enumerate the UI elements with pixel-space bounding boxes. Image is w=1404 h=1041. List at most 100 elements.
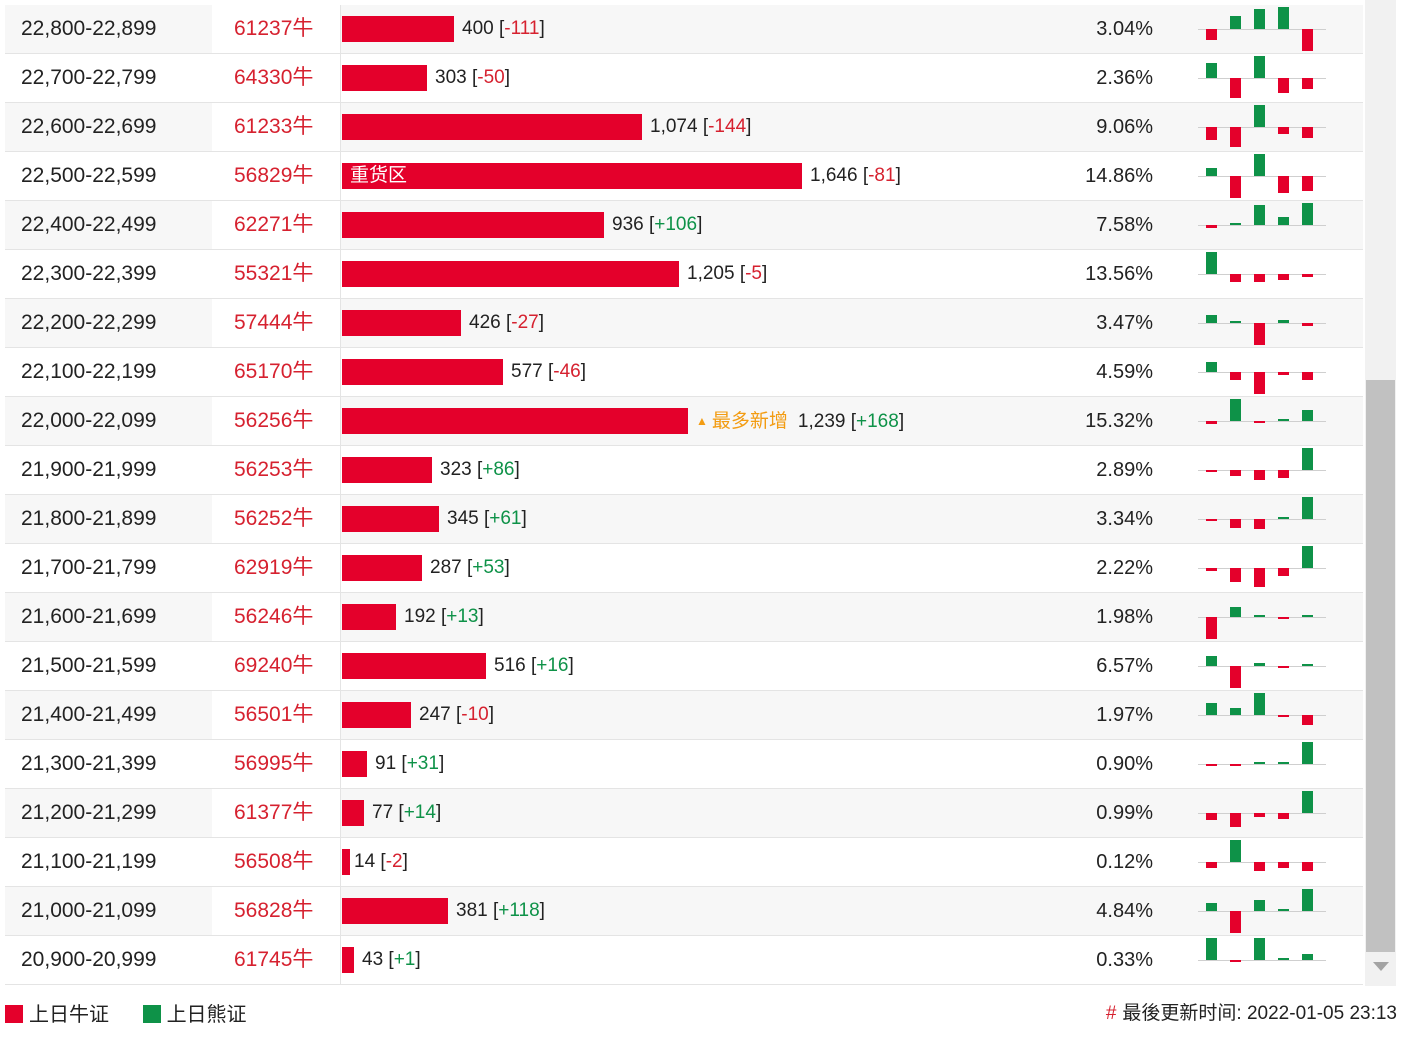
vertical-scrollbar[interactable] [1365, 0, 1396, 986]
sparkline-bar [1206, 63, 1217, 78]
column-divider [340, 544, 341, 592]
percentage: 3.47% [1096, 312, 1153, 334]
volume-change: +16 [536, 655, 569, 676]
sparkline-bar [1278, 320, 1289, 323]
strike-range: 21,600-21,699 [21, 605, 157, 628]
cbbc-code-link[interactable]: 65170牛 [234, 360, 314, 383]
column-divider [340, 348, 341, 396]
column-divider [340, 789, 341, 837]
sparkline-bar [1206, 764, 1217, 766]
table-row: 22,600-22,699 61233牛 1,074 [-144] 9.06% [5, 103, 1363, 152]
sparkline-baseline [1198, 29, 1326, 30]
cbbc-code-link[interactable]: 56828牛 [234, 899, 314, 922]
cbbc-code-link[interactable]: 56501牛 [234, 703, 314, 726]
change-sparkline [1198, 54, 1326, 102]
volume-info: 91 [+31] [375, 753, 445, 774]
cbbc-code-link[interactable]: 69240牛 [234, 654, 314, 677]
cbbc-code-link[interactable]: 61233牛 [234, 115, 314, 138]
cbbc-code-link[interactable]: 61377牛 [234, 801, 314, 824]
last-updated-time: 2022-01-05 23:13 [1246, 1003, 1397, 1024]
sparkline-bar [1302, 323, 1313, 326]
table-row: 22,300-22,399 55321牛 1,205 [-5] 13.56% [5, 250, 1363, 299]
sparkline-baseline [1198, 960, 1326, 961]
sparkline-bar [1254, 519, 1265, 529]
table-row: 22,800-22,899 61237牛 400 [-111] 3.04% [5, 5, 1363, 54]
cbbc-code-link[interactable]: 56253牛 [234, 458, 314, 481]
sparkline-bar [1254, 9, 1265, 29]
sparkline-bar [1278, 78, 1289, 93]
volume-bar [342, 310, 461, 336]
volume-bar [342, 947, 354, 973]
code-cell-bg [212, 593, 340, 641]
column-divider [340, 397, 341, 445]
volume-change: +86 [482, 459, 515, 480]
cbbc-code-link[interactable]: 62271牛 [234, 213, 314, 236]
sparkline-bar [1230, 960, 1241, 962]
table-row: 22,500-22,599 56829牛 重货区 1,646 [-81] 14.86% [5, 152, 1363, 201]
sparkline-bar [1278, 762, 1289, 764]
volume-info: 1,074 [-144] [650, 116, 752, 137]
sparkline-bar [1278, 958, 1289, 960]
strike-range: 22,700-22,799 [21, 66, 157, 89]
column-divider [340, 740, 341, 788]
sparkline-bar [1254, 274, 1265, 282]
bull-swatch-icon [5, 1005, 23, 1023]
sparkline-bar [1302, 889, 1313, 911]
strike-range: 22,000-22,099 [21, 409, 157, 432]
volume-info: 323 [+86] [440, 459, 520, 480]
table-row: 20,900-20,999 61745牛 43 [+1] 0.33% [5, 936, 1363, 985]
cbbc-code-link[interactable]: 55321牛 [234, 262, 314, 285]
sparkline-baseline [1198, 617, 1326, 618]
table-row: 21,800-21,899 56252牛 345 [+61] 3.34% [5, 495, 1363, 544]
column-divider [340, 299, 341, 347]
cbbc-distribution-table: 22,800-22,899 61237牛 400 [-111] 3.04% 22,700… [5, 5, 1363, 985]
volume-info: 77 [+14] [372, 802, 442, 823]
percentage: 4.59% [1096, 361, 1153, 383]
column-divider [340, 446, 341, 494]
sparkline-bar [1254, 693, 1265, 715]
cbbc-code-link[interactable]: 56995牛 [234, 752, 314, 775]
cbbc-code-link[interactable]: 56256牛 [234, 409, 314, 432]
change-sparkline [1198, 740, 1326, 788]
volume-change: +106 [654, 214, 698, 235]
change-sparkline [1198, 838, 1326, 886]
sparkline-bar [1206, 938, 1217, 960]
volume-bar [342, 65, 427, 91]
sparkline-bar [1206, 29, 1217, 40]
sparkline-bar [1230, 911, 1241, 933]
volume-bar [342, 408, 688, 434]
volume-value: 381 [456, 900, 488, 921]
sparkline-bar [1302, 664, 1313, 666]
cbbc-code-link[interactable]: 56508牛 [234, 850, 314, 873]
sparkline-bar [1230, 372, 1241, 380]
change-sparkline [1198, 446, 1326, 494]
cbbc-code-link[interactable]: 61745牛 [234, 948, 314, 971]
hash-icon: # [1105, 1003, 1117, 1024]
sparkline-bar [1230, 666, 1241, 688]
percentage: 13.56% [1085, 263, 1153, 285]
cbbc-code-link[interactable]: 56252牛 [234, 507, 314, 530]
cbbc-code-link[interactable]: 56246牛 [234, 605, 314, 628]
sparkline-bar [1206, 656, 1217, 666]
strike-range: 21,500-21,599 [21, 654, 157, 677]
volume-value: 91 [375, 753, 397, 774]
volume-value: 345 [447, 508, 479, 529]
cbbc-code-link[interactable]: 64330牛 [234, 66, 314, 89]
sparkline-bar [1254, 421, 1265, 423]
table-row: 22,100-22,199 65170牛 577 [-46] 4.59% [5, 348, 1363, 397]
sparkline-bar [1206, 519, 1217, 521]
strike-range: 22,300-22,399 [21, 262, 157, 285]
cbbc-code-link[interactable]: 56829牛 [234, 164, 314, 187]
scroll-down-arrow-icon[interactable] [1373, 962, 1389, 971]
percentage: 0.33% [1096, 949, 1153, 971]
volume-info: 247 [-10] [419, 704, 495, 725]
sparkline-bar [1254, 762, 1265, 764]
cbbc-code-link[interactable]: 57444牛 [234, 311, 314, 334]
cbbc-code-link[interactable]: 62919牛 [234, 556, 314, 579]
table-row: 21,200-21,299 61377牛 77 [+14] 0.99% [5, 789, 1363, 838]
sparkline-bar [1302, 715, 1313, 725]
volume-value: 77 [372, 802, 394, 823]
cbbc-code-link[interactable]: 61237牛 [234, 17, 314, 40]
table-row: 22,400-22,499 62271牛 936 [+106] 7.58% [5, 201, 1363, 250]
scrollbar-thumb[interactable] [1366, 380, 1395, 952]
